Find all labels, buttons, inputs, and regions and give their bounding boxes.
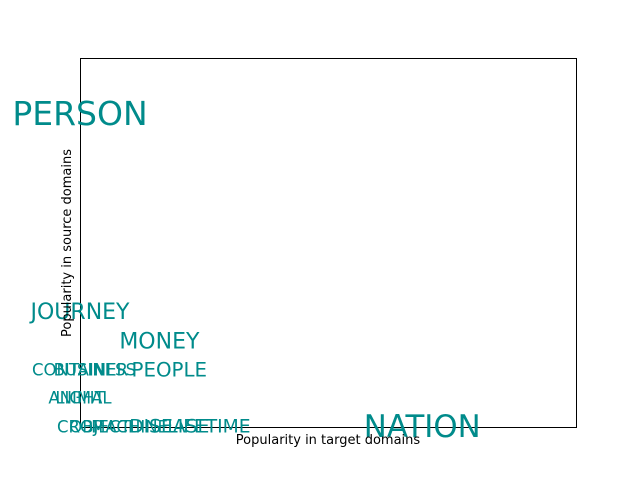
point-label-light: LIGHT [55,389,105,408]
point-label-business: BUSINESS [54,360,136,379]
point-label-object: OBJECT [69,418,131,437]
point-label-people: PEOPLE [132,358,207,381]
point-label-crop: CROP [57,418,103,437]
point-label-money: MONEY [119,330,200,355]
point-label-person: PERSON [12,94,147,133]
y-axis-label: Popularity in source domains [60,149,75,337]
point-label-machine: MACHINE [91,418,168,437]
x-axis-label: Popularity in target domains [236,433,421,448]
points-layer: PERSON JOURNEY MONEY PEOPLECONTAINERBUSINES… [12,94,480,445]
point-label-disease: DISEASE [129,417,209,438]
point-label-nation: NATION [364,409,481,445]
point-label-journey: JOURNEY [29,300,131,325]
point-label-lifetime: LIFETIME [167,417,250,438]
plot-area-frame [80,58,577,428]
point-label-animal: ANIMAL [48,389,112,408]
point-label-container: CONTAINER [32,360,128,379]
